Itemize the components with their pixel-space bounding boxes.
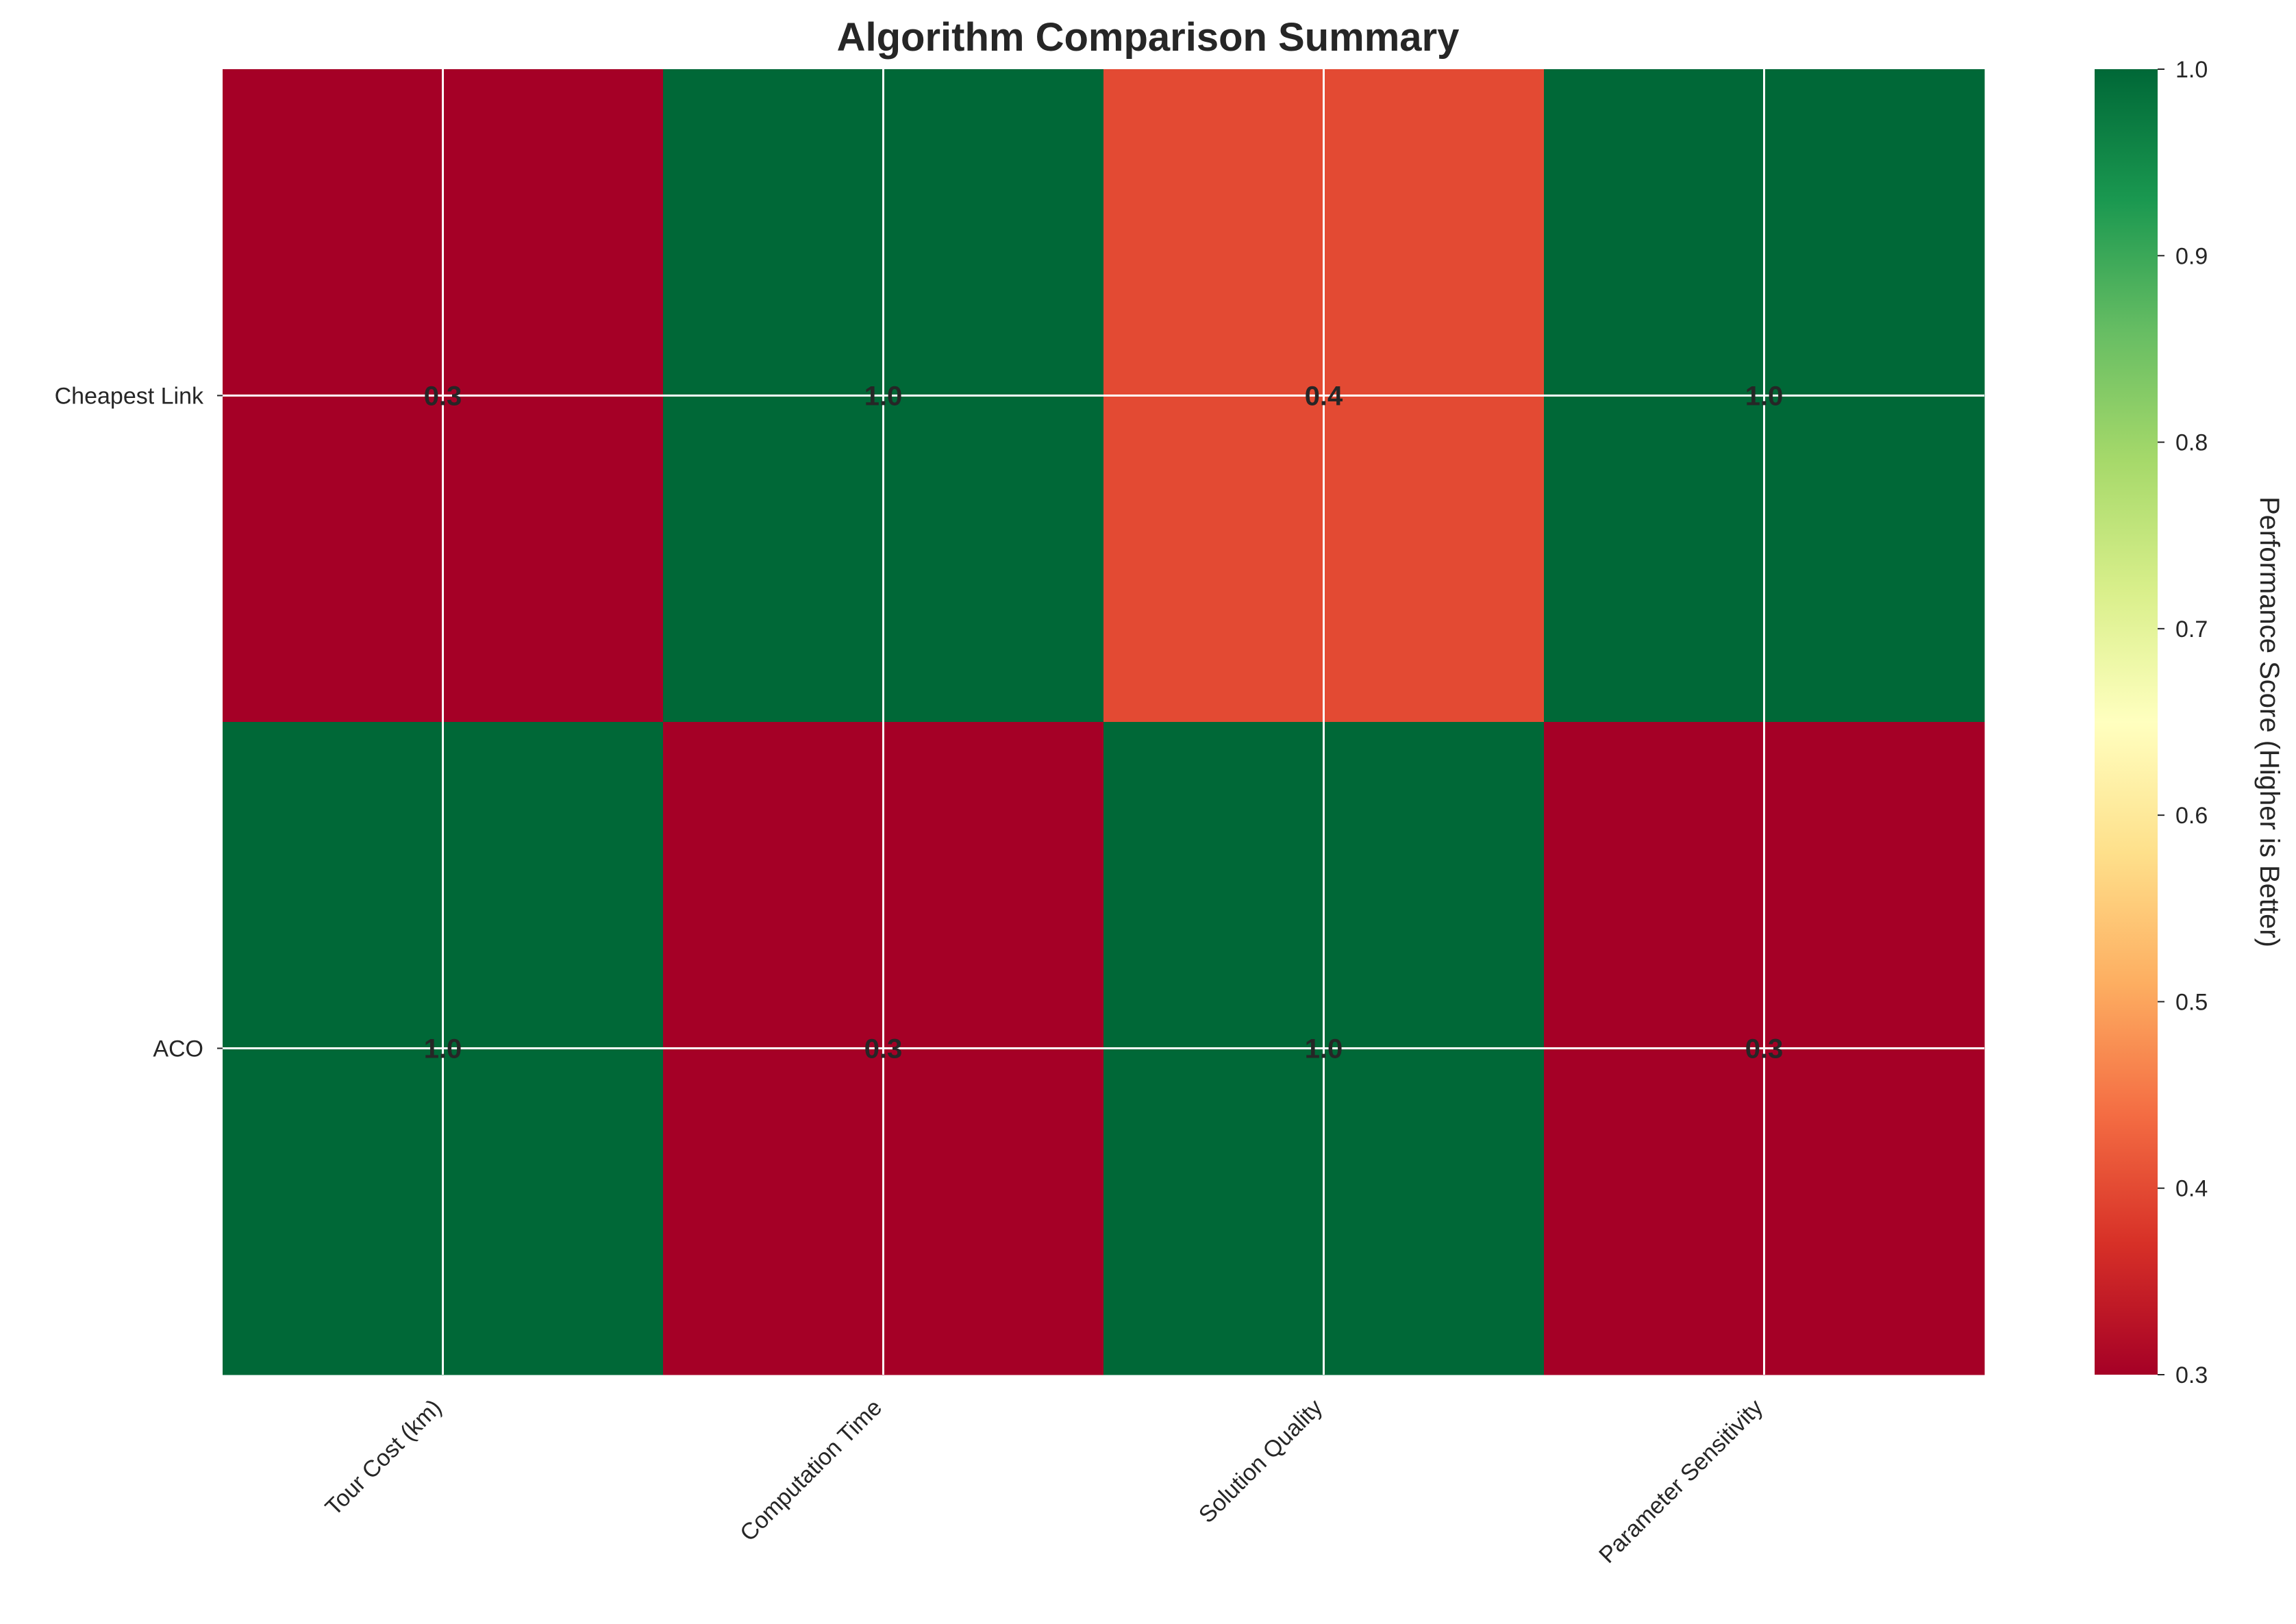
colorbar-tick-label: 0.7 — [2175, 616, 2208, 642]
x-tick-label: Parameter Sensitivity — [1594, 1395, 1768, 1569]
x-tick-label: Computation Time — [735, 1395, 887, 1547]
x-tick-label: Solution Quality — [1194, 1395, 1327, 1528]
colorbar-tick-label: 0.3 — [2175, 1362, 2208, 1388]
x-axis-ticks: Tour Cost (km) Computation Time Solution Q… — [321, 1395, 1768, 1569]
colorbar-tick-label: 0.9 — [2175, 243, 2208, 269]
y-tick-label: Cheapest Link — [55, 384, 204, 410]
heatmap-cells — [223, 69, 1985, 1375]
cell-value-label: 0.4 — [1305, 382, 1343, 412]
colorbar: 0.3 0.4 0.5 0.6 0.7 0.8 0.9 1.0 Performance Sco… — [2095, 57, 2284, 1388]
cell-value-label: 1.0 — [424, 1034, 462, 1064]
x-tick-label: Tour Cost (km) — [321, 1395, 447, 1521]
colorbar-tick-label: 0.5 — [2175, 989, 2208, 1015]
chart-title: Algorithm Comparison Summary — [837, 15, 1460, 60]
colorbar-tick-label: 0.6 — [2175, 803, 2208, 829]
cell-value-labels: 0.3 1.0 0.4 1.0 1.0 0.3 1.0 0.3 — [424, 382, 1784, 1064]
cell-value-label: 0.3 — [424, 382, 462, 412]
colorbar-tick-label: 0.4 — [2175, 1176, 2208, 1202]
grid-lines — [223, 69, 1984, 1375]
colorbar-tick-label: 1.0 — [2175, 57, 2208, 83]
cell-value-label: 1.0 — [1305, 1034, 1343, 1064]
colorbar-label: Performance Score (Higher is Better) — [2254, 497, 2284, 947]
cell-value-label: 1.0 — [1745, 382, 1784, 412]
colorbar-ticks: 0.3 0.4 0.5 0.6 0.7 0.8 0.9 1.0 — [2158, 57, 2208, 1388]
colorbar-gradient — [2095, 69, 2158, 1375]
cell-value-label: 0.3 — [1745, 1034, 1784, 1064]
cell-value-label: 0.3 — [864, 1034, 903, 1064]
y-axis-ticks: Cheapest Link ACO — [55, 384, 223, 1062]
colorbar-tick-label: 0.8 — [2175, 430, 2208, 456]
cell-value-label: 1.0 — [864, 382, 903, 412]
y-tick-label: ACO — [153, 1036, 203, 1062]
